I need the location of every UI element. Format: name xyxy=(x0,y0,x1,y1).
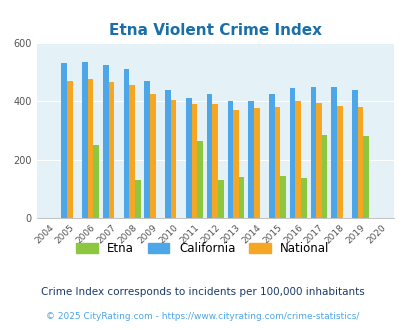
Bar xyxy=(289,88,295,218)
Legend: Etna, California, National: Etna, California, National xyxy=(72,237,333,260)
Bar xyxy=(253,109,259,218)
Bar xyxy=(150,94,155,218)
Bar xyxy=(61,63,67,218)
Bar xyxy=(362,136,368,218)
Bar xyxy=(301,179,306,218)
Bar xyxy=(269,94,274,218)
Bar xyxy=(134,180,140,218)
Bar xyxy=(87,79,93,218)
Bar xyxy=(212,104,217,218)
Bar xyxy=(171,100,176,218)
Bar xyxy=(191,104,197,218)
Bar xyxy=(295,101,301,218)
Bar xyxy=(108,82,114,218)
Bar xyxy=(279,176,285,218)
Bar xyxy=(274,107,279,218)
Bar xyxy=(336,106,342,218)
Bar xyxy=(165,89,171,218)
Bar xyxy=(82,62,87,218)
Bar xyxy=(217,180,223,218)
Bar xyxy=(232,110,238,218)
Bar xyxy=(315,103,321,218)
Bar xyxy=(357,107,362,218)
Bar xyxy=(144,81,150,218)
Bar xyxy=(321,135,327,218)
Bar xyxy=(330,86,336,218)
Bar xyxy=(238,177,244,218)
Bar xyxy=(197,141,202,218)
Bar xyxy=(129,85,134,218)
Text: © 2025 CityRating.com - https://www.cityrating.com/crime-statistics/: © 2025 CityRating.com - https://www.city… xyxy=(46,312,359,321)
Bar xyxy=(227,101,232,218)
Bar xyxy=(102,65,108,218)
Bar xyxy=(67,81,72,218)
Bar xyxy=(206,94,212,218)
Bar xyxy=(248,101,253,218)
Text: Crime Index corresponds to incidents per 100,000 inhabitants: Crime Index corresponds to incidents per… xyxy=(41,287,364,297)
Title: Etna Violent Crime Index: Etna Violent Crime Index xyxy=(109,22,321,38)
Bar xyxy=(310,86,315,218)
Bar xyxy=(93,145,99,218)
Bar xyxy=(351,89,357,218)
Bar xyxy=(185,98,191,218)
Bar xyxy=(124,69,129,218)
